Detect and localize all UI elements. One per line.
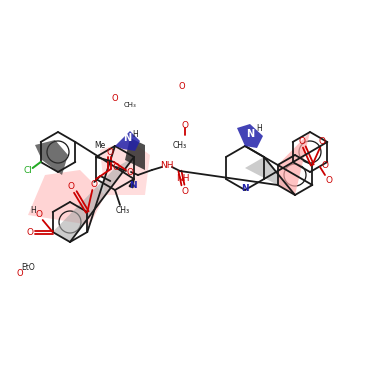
Text: H: H <box>132 130 138 138</box>
Text: O: O <box>182 121 188 130</box>
Text: NH: NH <box>176 174 190 182</box>
Text: O: O <box>127 168 134 176</box>
Text: Cl: Cl <box>23 165 32 175</box>
Polygon shape <box>245 157 295 195</box>
Text: N: N <box>129 181 137 189</box>
Text: O: O <box>17 269 23 279</box>
Text: H: H <box>256 124 262 132</box>
Text: O: O <box>322 161 329 169</box>
Text: O: O <box>112 94 118 102</box>
Text: CH₃: CH₃ <box>116 205 130 215</box>
Text: Me: Me <box>94 141 105 149</box>
Text: CH₃: CH₃ <box>173 141 187 149</box>
Text: O: O <box>26 228 33 236</box>
Polygon shape <box>237 124 263 148</box>
Text: O: O <box>181 186 188 195</box>
Text: O: O <box>91 179 98 188</box>
Text: H: H <box>30 205 36 215</box>
Text: O: O <box>112 162 120 172</box>
Text: EtO: EtO <box>21 263 35 272</box>
Text: O: O <box>319 137 326 145</box>
Polygon shape <box>129 179 134 188</box>
Polygon shape <box>35 140 68 175</box>
Text: N: N <box>241 184 249 192</box>
Text: O: O <box>68 182 75 191</box>
Text: N: N <box>123 133 131 143</box>
Text: O: O <box>179 81 185 91</box>
Polygon shape <box>125 138 145 170</box>
Text: O: O <box>35 209 42 219</box>
Polygon shape <box>100 140 150 195</box>
Text: O: O <box>107 148 114 157</box>
Text: O: O <box>299 137 306 145</box>
Polygon shape <box>53 157 134 242</box>
Text: N: N <box>246 129 254 139</box>
Polygon shape <box>115 131 140 151</box>
Polygon shape <box>278 132 310 195</box>
Text: O: O <box>326 175 333 185</box>
Text: CH₃: CH₃ <box>124 102 137 108</box>
Polygon shape <box>28 170 105 225</box>
Text: NH: NH <box>160 161 174 169</box>
